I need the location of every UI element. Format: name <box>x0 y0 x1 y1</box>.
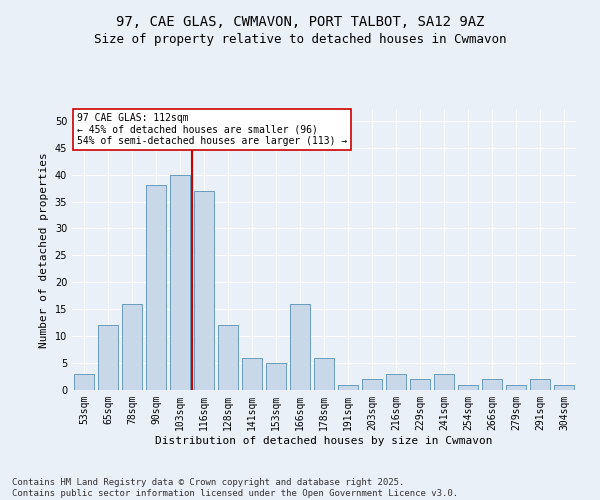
Bar <box>338 384 358 390</box>
Bar <box>146 186 166 390</box>
Bar <box>170 174 190 390</box>
Bar <box>554 384 574 390</box>
Bar <box>98 326 118 390</box>
Bar <box>362 379 382 390</box>
Bar <box>218 326 238 390</box>
Bar <box>314 358 334 390</box>
Text: 97, CAE GLAS, CWMAVON, PORT TALBOT, SA12 9AZ: 97, CAE GLAS, CWMAVON, PORT TALBOT, SA12… <box>116 15 484 29</box>
Text: Contains HM Land Registry data © Crown copyright and database right 2025.
Contai: Contains HM Land Registry data © Crown c… <box>12 478 458 498</box>
Bar <box>410 379 430 390</box>
Bar <box>530 379 550 390</box>
Bar <box>482 379 502 390</box>
Bar <box>122 304 142 390</box>
Bar <box>242 358 262 390</box>
Text: 97 CAE GLAS: 112sqm
← 45% of detached houses are smaller (96)
54% of semi-detach: 97 CAE GLAS: 112sqm ← 45% of detached ho… <box>77 113 347 146</box>
Bar <box>266 363 286 390</box>
Bar <box>458 384 478 390</box>
Y-axis label: Number of detached properties: Number of detached properties <box>39 152 49 348</box>
Bar <box>434 374 454 390</box>
Bar <box>506 384 526 390</box>
X-axis label: Distribution of detached houses by size in Cwmavon: Distribution of detached houses by size … <box>155 436 493 446</box>
Bar <box>290 304 310 390</box>
Text: Size of property relative to detached houses in Cwmavon: Size of property relative to detached ho… <box>94 32 506 46</box>
Bar <box>74 374 94 390</box>
Bar <box>194 191 214 390</box>
Bar <box>386 374 406 390</box>
